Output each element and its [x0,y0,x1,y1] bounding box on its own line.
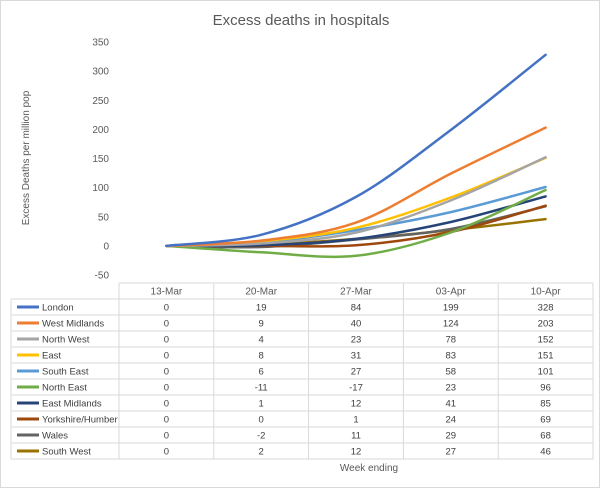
data-table-cell: 124 [443,319,459,330]
data-table-cell: 27 [446,447,457,458]
data-table-cell: 8 [259,351,264,362]
data-table-cell: 12 [351,399,362,410]
data-table-cell: 69 [540,415,551,426]
legend-series-name: North West [42,335,90,346]
x-axis-label: Week ending [340,463,398,474]
data-table-cell: 4 [259,335,264,346]
y-tick-label: 150 [92,154,109,165]
data-table-cell: 23 [351,335,362,346]
chart-title: Excess deaths in hospitals [213,12,390,29]
x-tick-label: 10-Apr [531,287,562,298]
legend-series-name: East [42,351,61,362]
data-table-cell: -17 [349,383,363,394]
y-tick-label: 250 [92,96,109,107]
data-table-cell: 0 [164,415,169,426]
data-table-cell: 0 [164,367,169,378]
y-tick-label: 100 [92,183,109,194]
y-tick-label: 300 [92,67,109,78]
data-table-cell: 0 [164,399,169,410]
data-table-cell: 151 [538,351,554,362]
data-table-cell: -11 [255,383,268,394]
data-table-cell: 0 [164,319,169,330]
data-table-cell: 58 [446,367,457,378]
data-table-cell: -2 [257,431,265,442]
data-table-cell: 41 [446,399,457,410]
data-table-cell: 0 [164,303,169,314]
data-table-cell: 6 [259,367,264,378]
data-table-cell: 27 [351,367,362,378]
data-table-cell: 19 [256,303,267,314]
data-table-cell: 46 [540,447,551,458]
series-line [165,126,547,248]
legend-series-name: North East [42,383,87,394]
y-tick-label: 0 [103,241,109,252]
y-axis-label: Excess Deaths per million pop [21,90,32,225]
legend-series-name: London [42,303,74,314]
data-table-cell: 23 [446,383,457,394]
data-table-cell: 83 [446,351,457,362]
legend-series-name: East Midlands [42,399,102,410]
y-tick-label: -50 [95,271,110,282]
x-tick-label: 13-Mar [151,287,183,298]
y-tick-label: 200 [92,125,109,136]
data-table-cell: 0 [164,431,169,442]
data-table-cell: 152 [538,335,554,346]
data-table-cell: 328 [538,303,554,314]
data-table-cell: 85 [540,399,551,410]
series-line [165,156,547,248]
legend-series-name: Yorkshire/Humber [42,415,118,426]
x-tick-label: 03-Apr [436,287,467,298]
data-table-cell: 78 [446,335,457,346]
legend-series-name: West Midlands [42,319,104,330]
data-table-cell: 24 [446,415,457,426]
data-table-cell: 12 [351,447,362,458]
data-table-cell: 0 [259,415,264,426]
data-table-cell: 101 [538,367,554,378]
data-table-cell: 11 [351,431,361,442]
data-table-cell: 2 [259,447,264,458]
data-table-cell: 84 [351,303,362,314]
legend-series-name: South East [42,367,89,378]
data-table-cell: 203 [538,319,554,330]
data-table-cell: 0 [164,335,169,346]
data-table-cell: 40 [351,319,362,330]
legend-series-name: Wales [42,431,68,442]
data-table-cell: 199 [443,303,459,314]
data-table-cell: 0 [164,351,169,362]
series-line [165,53,547,248]
data-table-cell: 1 [353,415,358,426]
y-tick-label: 50 [98,212,110,223]
data-table-cell: 9 [259,319,264,330]
y-tick-label: 350 [92,38,109,49]
data-table-cell: 0 [164,383,169,394]
x-tick-label: 20-Mar [245,287,277,298]
data-table-cell: 96 [540,383,551,394]
x-tick-label: 27-Mar [340,287,372,298]
data-table-cell: 29 [446,431,457,442]
data-table-cell: 0 [164,447,169,458]
series-line [165,188,547,259]
data-table-cell: 68 [540,431,551,442]
data-table-cell: 1 [259,399,264,410]
data-table-cell: 31 [351,351,362,362]
legend-series-name: South West [42,447,91,458]
